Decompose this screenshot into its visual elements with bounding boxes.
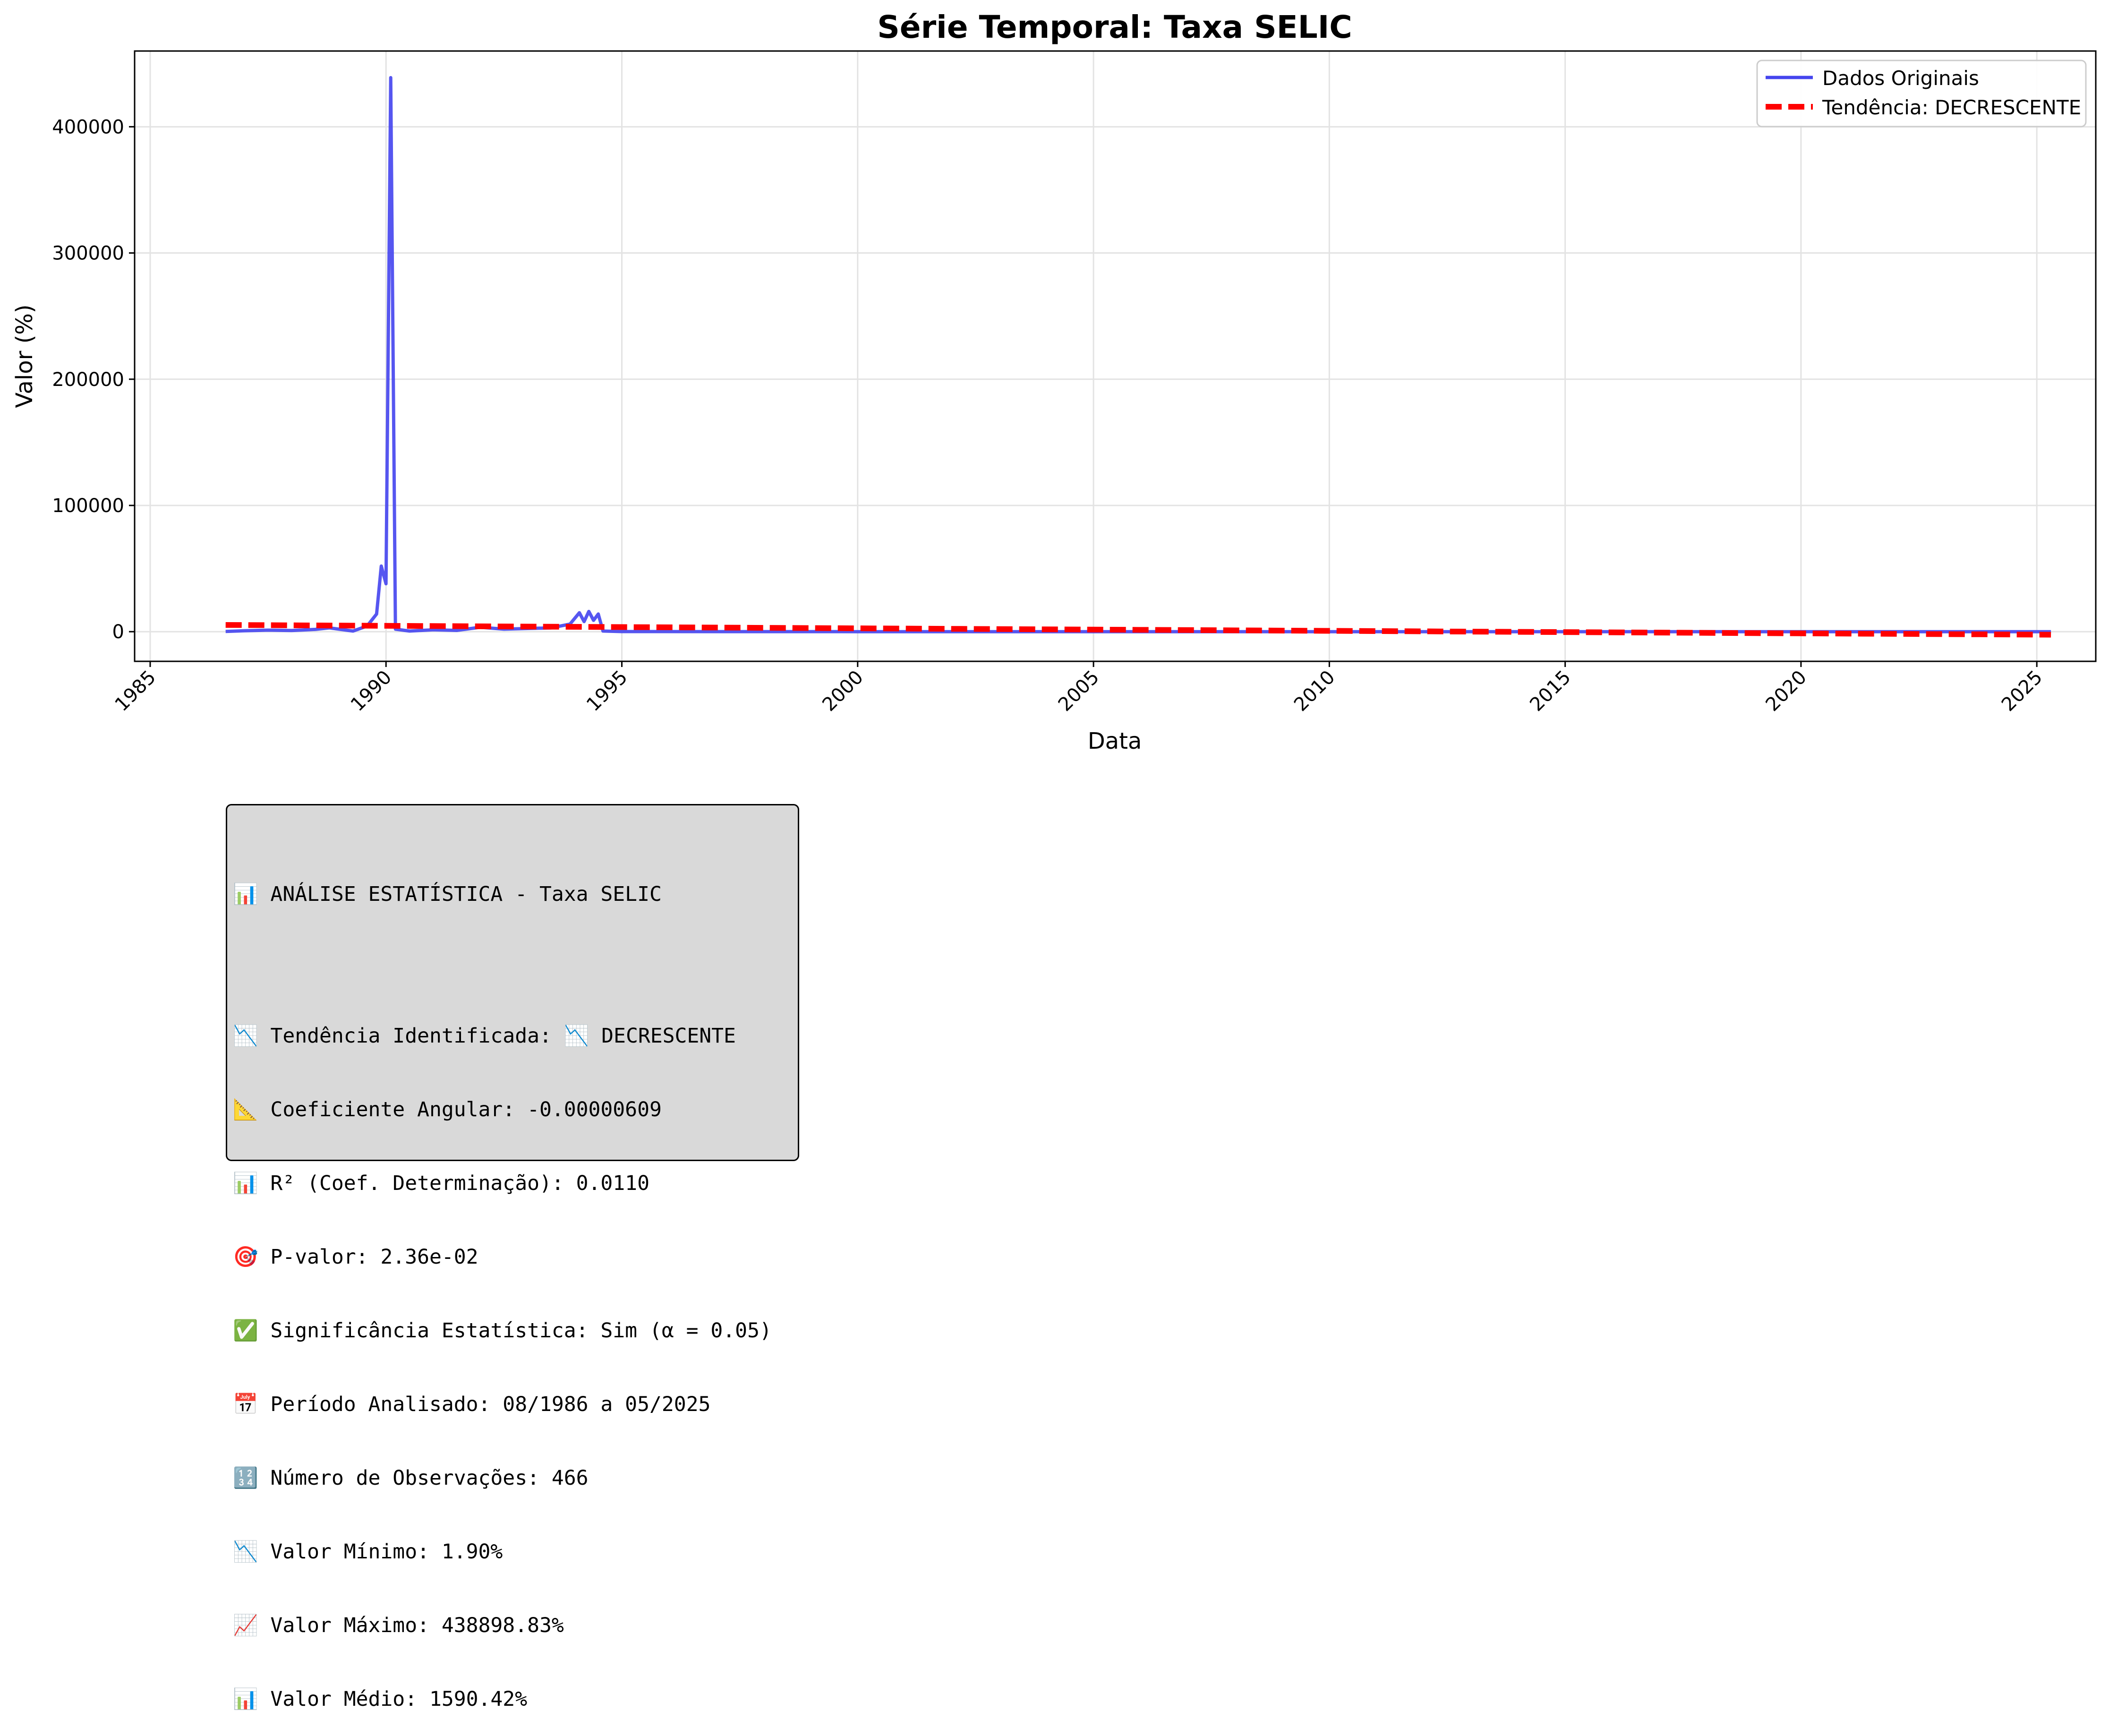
series-line-original — [225, 76, 2051, 633]
series-line-trend — [225, 622, 2051, 638]
x-tick-label: 2025 — [1998, 667, 2047, 716]
stats-period: 📅 Período Analisado: 08/1986 a 05/2025 — [233, 1393, 711, 1416]
stats-trend: 📉 Tendência Identificada: 📉 DECRESCENTE — [233, 1024, 736, 1048]
stats-min: 📉 Valor Mínimo: 1.90% — [233, 1540, 503, 1564]
stats-observations: 🔢 Número de Observações: 466 — [233, 1466, 589, 1490]
x-tick-label: 1985 — [111, 667, 161, 716]
x-tick-label: 2000 — [818, 667, 868, 716]
stats-title: 📊 ANÁLISE ESTATÍSTICA - Taxa SELIC — [233, 882, 662, 906]
x-tick-label: 1995 — [582, 667, 632, 716]
grid — [135, 51, 2096, 661]
plot-frame — [134, 50, 2097, 662]
x-tick-label: 2005 — [1054, 667, 1104, 716]
chart: Série Temporal: Taxa SELIC 1985 1990 1995 2… — [11, 9, 2097, 754]
x-tick-label: 2020 — [1761, 667, 1811, 716]
y-tick-label: 100000 — [52, 495, 124, 517]
chart-title: Série Temporal: Taxa SELIC — [877, 9, 1352, 45]
y-axis-label: Valor (%) — [11, 304, 38, 408]
stats-mean: 📊 Valor Médio: 1590.42% — [233, 1687, 528, 1711]
x-tick-label: 2015 — [1526, 667, 1575, 716]
x-tick-label: 1990 — [347, 667, 396, 716]
y-tick-label: 400000 — [52, 116, 124, 138]
stats-spacer — [233, 956, 798, 975]
y-tick-label: 200000 — [52, 369, 124, 391]
legend-box — [1756, 60, 2087, 128]
y-tick-label: 0 — [112, 621, 124, 643]
stats-max: 📈 Valor Máximo: 438898.83% — [233, 1614, 564, 1637]
x-axis: 1985 1990 1995 2000 2005 2010 2015 2020 2025 — [111, 661, 2047, 716]
x-axis-label: Data — [1088, 728, 1142, 754]
stats-pvalue: 🎯 P-valor: 2.36e-02 — [233, 1245, 478, 1269]
legend-label-original: Dados Originais — [1822, 67, 1979, 90]
stats-r2: 📊 R² (Coef. Determinação): 0.0110 — [233, 1172, 649, 1195]
legend-label-trend: Tendência: DECRESCENTE — [1822, 96, 2081, 119]
y-axis: 0 100000 200000 300000 400000 — [52, 116, 135, 643]
legend: Dados Originais Tendência: DECRESCENTE — [1756, 60, 2087, 128]
y-tick-label: 300000 — [52, 243, 124, 265]
stats-slope: 📐 Coeficiente Angular: -0.00000609 — [233, 1098, 662, 1121]
x-tick-label: 2010 — [1290, 667, 1340, 716]
stats-panel: 📊 ANÁLISE ESTATÍSTICA - Taxa SELIC 📉 Ten… — [226, 804, 799, 1711]
stats-significance: ✅ Significância Estatística: Sim (α = 0.… — [233, 1319, 772, 1343]
series-layer — [225, 76, 2051, 638]
